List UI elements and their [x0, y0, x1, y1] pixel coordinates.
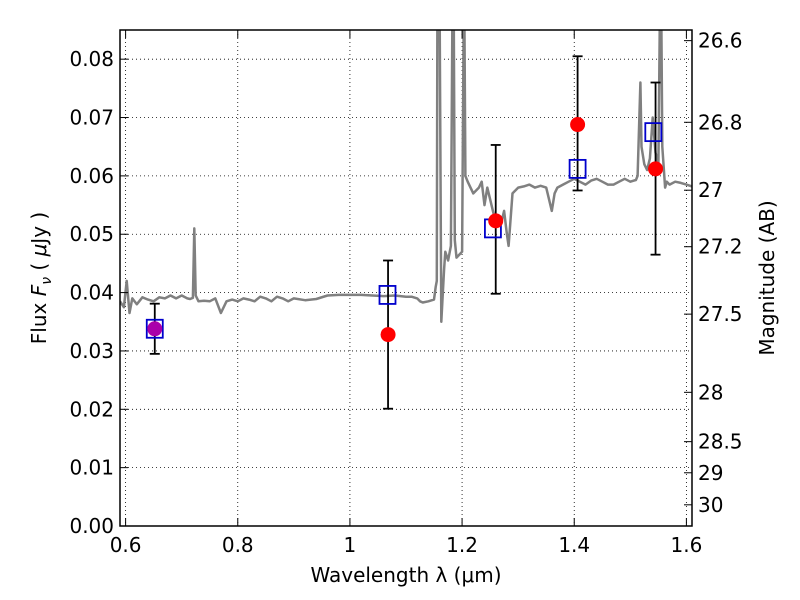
- y2-tick-label: 30: [698, 493, 723, 517]
- observed-point-marker: [380, 327, 396, 343]
- x-axis-label: Wavelength λ (μm): [310, 563, 501, 587]
- x-tick-label: 1.2: [446, 533, 478, 557]
- y-tick-label: 0.05: [69, 222, 114, 246]
- observed-point-marker: [488, 213, 504, 229]
- axes-frame: [119, 29, 693, 527]
- y2-tick-label: 29: [698, 461, 723, 485]
- y-tick-label: 0.02: [69, 397, 114, 421]
- observed-point-marker: [570, 117, 586, 133]
- y-tick-label: 0.06: [69, 164, 114, 188]
- x-tick-label: 1: [344, 533, 357, 557]
- y-axis-label: Flux Fν ( μJy ): [27, 212, 55, 344]
- y-tick-label: 0.00: [69, 514, 114, 538]
- y2-tick-label: 26.8: [698, 110, 743, 134]
- y-tick-label: 0.08: [69, 47, 114, 71]
- synthetic-square-marker: [644, 122, 663, 143]
- y2-tick-label: 26.6: [698, 29, 743, 53]
- y2-tick-label: 27.5: [698, 302, 743, 326]
- y2-tick-label: 27.2: [698, 235, 743, 259]
- y2-tick-label: 27: [698, 178, 723, 202]
- y2-axis-label: Magnitude (AB): [755, 200, 779, 355]
- observed-point-marker: [147, 321, 163, 337]
- y-tick-label: 0.03: [69, 339, 114, 363]
- y-tick-label: 0.01: [69, 456, 114, 480]
- x-tick-label: 0.6: [110, 533, 142, 557]
- spectrum-line: [120, 30, 692, 324]
- synthetic-square-marker: [145, 318, 164, 339]
- synthetic-square-marker: [378, 285, 397, 305]
- x-tick-label: 1.6: [670, 533, 702, 557]
- y-tick-label: 0.04: [69, 281, 114, 305]
- synthetic-square-marker: [568, 158, 587, 179]
- plot-area: [120, 30, 692, 410]
- y-tick-label: 0.07: [69, 106, 114, 130]
- axis-ticks: 0.6 0.8 1 1.2 1.4 1.6 0.00 0.01 0.02 0.03 0.04 0.05…: [69, 29, 742, 557]
- y2-tick-label: 28.5: [698, 430, 743, 454]
- observed-point-marker: [648, 161, 664, 177]
- y2-tick-label: 28: [698, 380, 723, 404]
- x-tick-label: 1.4: [558, 533, 590, 557]
- x-tick-label: 0.8: [222, 533, 254, 557]
